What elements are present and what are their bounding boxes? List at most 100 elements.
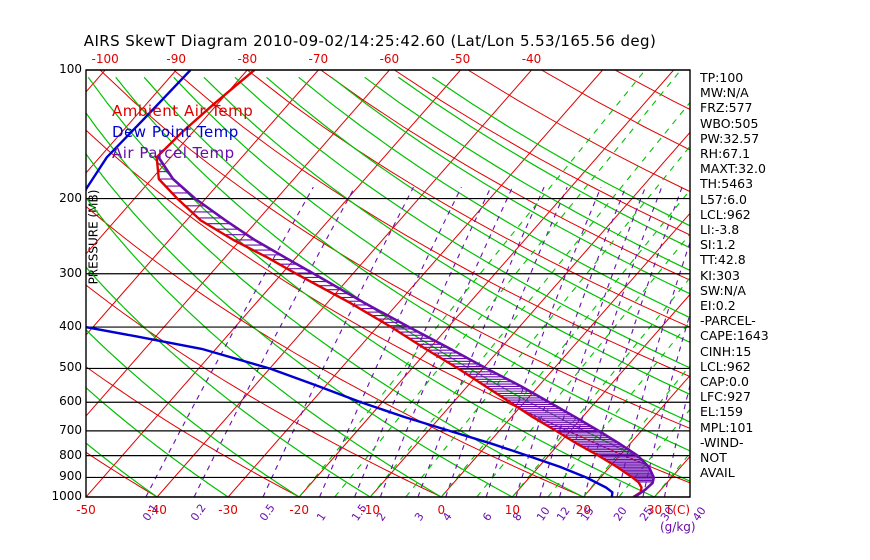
index-row: MAXT:32.0 bbox=[700, 161, 766, 177]
cape-shading-region bbox=[157, 163, 654, 483]
sounding-indices-panel: TP:100 MW:N/A FRZ:577 WBO:505 PW:32.57 RH:67.… bbox=[700, 70, 800, 480]
pressure-tick-label: 1000 bbox=[51, 489, 82, 503]
index-row: FRZ:577 bbox=[700, 100, 753, 116]
moist-adiabat-line bbox=[203, 76, 690, 396]
moist-adiabat-line bbox=[173, 76, 690, 423]
isotherm-line bbox=[440, 212, 690, 497]
mixing-ratio-line bbox=[417, 186, 545, 497]
top-temp-tick-label: -70 bbox=[308, 52, 329, 66]
legend-item-dew-point-temp: Dew Point Temp bbox=[112, 123, 239, 141]
isotherm-line bbox=[86, 70, 248, 255]
isotherm-line bbox=[86, 70, 177, 174]
index-row: LFC:927 bbox=[700, 389, 751, 405]
index-row: WBO:505 bbox=[700, 115, 759, 131]
moist-adiabat-line bbox=[86, 386, 229, 497]
index-row: L57:6.0 bbox=[700, 191, 747, 207]
top-temp-tick-label: -50 bbox=[450, 52, 471, 66]
mixing-ratio-line bbox=[558, 186, 663, 497]
isotherm-line bbox=[156, 70, 532, 497]
dry-adiabat-line bbox=[86, 284, 442, 497]
index-row: SW:N/A bbox=[700, 282, 746, 298]
pressure-tick-label: 100 bbox=[59, 62, 82, 76]
bottom-temp-tick-label: 30 bbox=[646, 503, 663, 517]
index-row: SI:1.2 bbox=[700, 237, 736, 253]
isotherm-line bbox=[86, 70, 319, 336]
index-row: MPL:101 bbox=[700, 419, 754, 435]
humidity-guide-line bbox=[832, 70, 870, 497]
legend-item-air-parcel-temp: Air Parcel Temp bbox=[112, 144, 235, 162]
humidity-guide-line bbox=[334, 70, 682, 497]
dry-adiabat-line bbox=[99, 70, 690, 429]
index-row: CAP:0.0 bbox=[700, 374, 749, 390]
mixing-ratio-line bbox=[583, 186, 683, 497]
isotherm-line bbox=[511, 293, 690, 497]
index-row: LCL:962 bbox=[700, 206, 751, 222]
humidity-guide-line bbox=[511, 276, 690, 497]
bottom-temp-tick-label: -50 bbox=[76, 503, 96, 517]
pressure-tick-label: 900 bbox=[59, 469, 82, 484]
isotherm-line bbox=[0, 70, 34, 497]
temp-axis-title: T(C) bbox=[665, 503, 691, 517]
index-row: TT:42.8 bbox=[700, 252, 746, 268]
bottom-temp-tick-label: 20 bbox=[575, 503, 592, 517]
moist-adiabat-line bbox=[86, 442, 158, 497]
moist-adiabat-line bbox=[86, 328, 300, 497]
mixing-ratio-line bbox=[145, 186, 314, 497]
pressure-tick-label: 500 bbox=[59, 360, 82, 375]
isotherm-line bbox=[797, 70, 870, 497]
index-row: NOT bbox=[700, 450, 727, 466]
index-row: TH:5463 bbox=[700, 176, 754, 192]
humidity-guide-line bbox=[369, 101, 690, 497]
plot-border bbox=[85, 69, 691, 498]
top-temp-tick-label: -80 bbox=[237, 52, 258, 66]
index-row: LCL:962 bbox=[700, 358, 751, 374]
top-temp-tick-label: -100 bbox=[91, 52, 119, 66]
mixing-axis-title: (g/kg) bbox=[660, 520, 696, 534]
isotherm-line bbox=[86, 70, 461, 497]
moist-adiabat-line bbox=[86, 152, 513, 497]
mixing-ratio-line bbox=[193, 186, 356, 497]
humidity-guide-line bbox=[298, 70, 646, 497]
pressure-tick-label: 400 bbox=[59, 319, 82, 334]
pressure-tick-label: 700 bbox=[59, 422, 82, 437]
bottom-temp-tick-label: -30 bbox=[218, 503, 238, 517]
moist-adiabat-line bbox=[266, 76, 690, 344]
bottom-temp-tick-label: 0 bbox=[437, 503, 446, 517]
index-row: AVAIL bbox=[700, 465, 735, 481]
index-row: -PARCEL- bbox=[700, 313, 756, 329]
moist-adiabat-line bbox=[397, 76, 690, 249]
mixing-ratio-line bbox=[262, 186, 414, 497]
mixing-ratio-line bbox=[445, 186, 568, 497]
isotherm-line bbox=[298, 70, 675, 497]
index-row: PW:32.57 bbox=[700, 130, 760, 146]
index-row: EL:159 bbox=[700, 404, 743, 420]
dry-adiabat-line bbox=[86, 366, 300, 497]
pressure-tick-label: 300 bbox=[59, 265, 82, 280]
moist-adiabat-line bbox=[431, 76, 690, 227]
pressure-tick-label: 800 bbox=[59, 447, 82, 462]
pressure-tick-label: 600 bbox=[59, 394, 82, 409]
dry-adiabat-line bbox=[246, 70, 690, 328]
moist-adiabat-line bbox=[331, 76, 690, 295]
curve-air-parcel-temp bbox=[156, 155, 656, 497]
dry-adiabat-line bbox=[86, 205, 584, 497]
curve-ambient-air-temp bbox=[155, 70, 643, 497]
index-row: LI:-3.8 bbox=[700, 222, 740, 238]
isotherm-line bbox=[583, 374, 690, 497]
humidity-guide-line bbox=[797, 70, 870, 497]
index-row: EI:0.2 bbox=[700, 298, 736, 314]
dry-adiabat-line bbox=[173, 70, 690, 378]
index-row: -WIND- bbox=[700, 434, 744, 450]
index-row: CAPE:1643 bbox=[700, 328, 769, 344]
moist-adiabat-line bbox=[143, 76, 690, 452]
dry-adiabat-line bbox=[86, 129, 690, 484]
mixing-ratio-line bbox=[354, 186, 492, 497]
bottom-temp-tick-label: -40 bbox=[147, 503, 167, 517]
dry-adiabat-line bbox=[0, 70, 15, 497]
index-row: RH:67.1 bbox=[700, 146, 751, 162]
mixing-ratio-line bbox=[379, 186, 513, 497]
bottom-temp-tick-label: -10 bbox=[360, 503, 381, 517]
index-row: CINH:15 bbox=[700, 343, 752, 359]
